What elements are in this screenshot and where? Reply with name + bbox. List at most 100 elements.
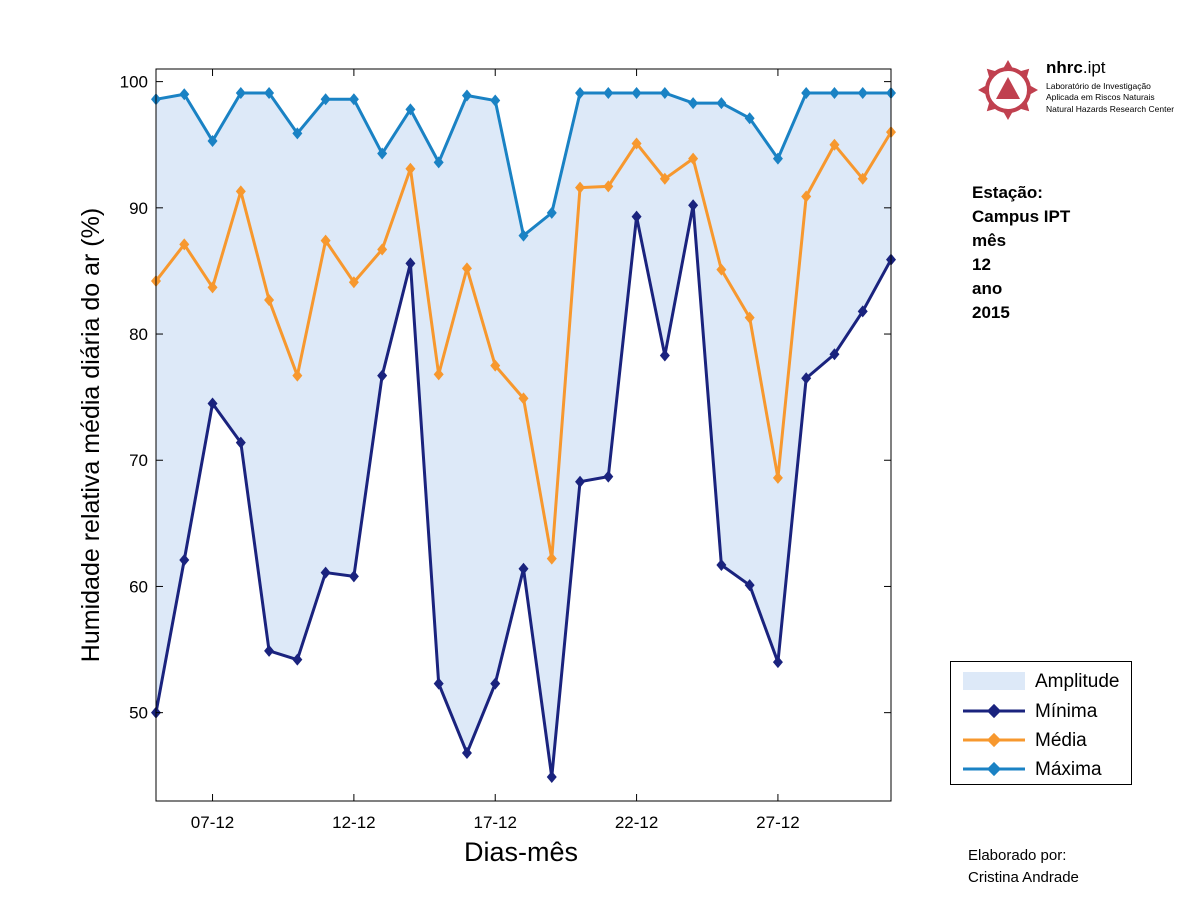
point-media-13 bbox=[490, 359, 501, 372]
credits: Elaborado por: Cristina Andrade bbox=[968, 845, 1079, 889]
y-axis-title: Humidade relativa média diária do ar (%) bbox=[77, 208, 105, 662]
point-maxima-23 bbox=[772, 152, 783, 165]
month-label: mês bbox=[972, 231, 1007, 250]
y-tick-label: 100 bbox=[120, 73, 148, 92]
point-media-11 bbox=[433, 368, 444, 381]
point-media-4 bbox=[235, 185, 246, 198]
legend-item-minima: Mínima bbox=[961, 697, 1131, 725]
point-maxima-15 bbox=[546, 206, 557, 219]
point-media-6 bbox=[292, 369, 303, 382]
station-label: Estação: bbox=[972, 183, 1043, 202]
x-tick-label: 12-12 bbox=[332, 813, 375, 832]
point-maxima-12 bbox=[461, 89, 472, 102]
point-media-16 bbox=[575, 181, 586, 194]
point-minima-14 bbox=[518, 562, 529, 575]
month-value: 12 bbox=[972, 255, 991, 274]
point-maxima-7 bbox=[320, 93, 331, 106]
legend-swatch-minima bbox=[963, 703, 1025, 719]
year-label: ano bbox=[972, 279, 1003, 298]
x-axis-title: Dias-mês bbox=[464, 837, 578, 867]
legend-swatch-maxima bbox=[963, 761, 1025, 777]
point-minima-18 bbox=[631, 210, 642, 223]
point-minima-19 bbox=[659, 349, 670, 362]
y-tick-label: 80 bbox=[129, 325, 148, 344]
x-tick-label: 22-12 bbox=[615, 813, 658, 832]
point-minima-17 bbox=[603, 470, 614, 483]
point-media-24 bbox=[801, 190, 812, 203]
point-maxima-10 bbox=[405, 103, 416, 116]
point-media-12 bbox=[461, 262, 472, 275]
point-minima-21 bbox=[716, 558, 727, 571]
legend-swatch-media bbox=[963, 732, 1025, 748]
point-maxima-13 bbox=[490, 94, 501, 107]
point-minima-9 bbox=[377, 369, 388, 382]
point-minima-15 bbox=[546, 771, 557, 784]
y-tick-label: 60 bbox=[129, 577, 148, 596]
point-minima-10 bbox=[405, 257, 416, 270]
point-maxima-6 bbox=[292, 127, 303, 140]
legend-item-amplitude: Amplitude bbox=[961, 667, 1131, 695]
point-minima-2 bbox=[179, 553, 190, 566]
logo-line-3: Natural Hazards Research Center bbox=[1046, 104, 1175, 114]
plot-frame bbox=[155, 68, 892, 802]
point-media-21 bbox=[716, 263, 727, 276]
point-minima-3 bbox=[207, 397, 218, 410]
point-maxima-4 bbox=[235, 86, 246, 99]
legend-label-amplitude: Amplitude bbox=[1035, 671, 1120, 692]
point-minima-16 bbox=[575, 475, 586, 488]
point-maxima-17 bbox=[603, 86, 614, 99]
point-minima-13 bbox=[490, 677, 501, 690]
point-maxima-5 bbox=[264, 86, 275, 99]
point-media-2 bbox=[179, 238, 190, 251]
point-minima-20 bbox=[688, 199, 699, 212]
point-media-26 bbox=[857, 172, 868, 185]
point-media-20 bbox=[688, 152, 699, 165]
station-info: Estação: Campus IPT mês 12 ano 2015 bbox=[972, 181, 1070, 325]
point-minima-6 bbox=[292, 653, 303, 666]
nhrc-logo: nhrc.ipt Laboratório de Investigação Apl… bbox=[974, 56, 1189, 126]
point-media-19 bbox=[659, 172, 670, 185]
point-media-7 bbox=[320, 234, 331, 247]
y-tick-label: 90 bbox=[129, 199, 148, 218]
y-tick-label: 70 bbox=[129, 451, 148, 470]
point-maxima-14 bbox=[518, 229, 529, 242]
legend-item-media: Média bbox=[961, 726, 1131, 754]
legend-label-minima: Mínima bbox=[1035, 701, 1098, 722]
logo-name-light: .ipt bbox=[1082, 58, 1106, 77]
point-minima-26 bbox=[857, 305, 868, 318]
logo-name: nhrc.ipt bbox=[1046, 58, 1106, 78]
legend-item-maxima: Máxima bbox=[961, 755, 1131, 783]
point-media-5 bbox=[264, 293, 275, 306]
x-tick-label: 27-12 bbox=[756, 813, 799, 832]
point-minima-24 bbox=[801, 372, 812, 385]
point-maxima-24 bbox=[801, 86, 812, 99]
point-maxima-16 bbox=[575, 86, 586, 99]
point-maxima-11 bbox=[433, 156, 444, 169]
point-media-14 bbox=[518, 392, 529, 405]
logo-emblem-icon bbox=[978, 60, 1038, 120]
point-media-22 bbox=[744, 311, 755, 324]
point-media-25 bbox=[829, 138, 840, 151]
point-media-23 bbox=[772, 471, 783, 484]
point-media-3 bbox=[207, 281, 218, 294]
credits-line-2: Cristina Andrade bbox=[968, 869, 1079, 886]
legend: Amplitude Mínima Média Máxima bbox=[950, 661, 1132, 785]
point-maxima-25 bbox=[829, 86, 840, 99]
logo-name-bold: nhrc bbox=[1046, 58, 1083, 77]
point-media-18 bbox=[631, 137, 642, 150]
legend-swatch-amplitude bbox=[963, 672, 1025, 690]
logo-line-1: Laboratório de Investigação bbox=[1046, 81, 1151, 91]
legend-label-media: Média bbox=[1035, 730, 1087, 751]
point-media-9 bbox=[377, 243, 388, 256]
year-value: 2015 bbox=[972, 303, 1010, 322]
point-maxima-8 bbox=[348, 93, 359, 106]
credits-line-1: Elaborado por: bbox=[968, 847, 1067, 864]
point-media-17 bbox=[603, 180, 614, 193]
point-minima-8 bbox=[348, 570, 359, 583]
point-minima-23 bbox=[772, 656, 783, 669]
point-minima-7 bbox=[320, 566, 331, 579]
station-name: Campus IPT bbox=[972, 207, 1071, 226]
point-minima-11 bbox=[433, 677, 444, 690]
x-tick-label: 07-12 bbox=[191, 813, 234, 832]
